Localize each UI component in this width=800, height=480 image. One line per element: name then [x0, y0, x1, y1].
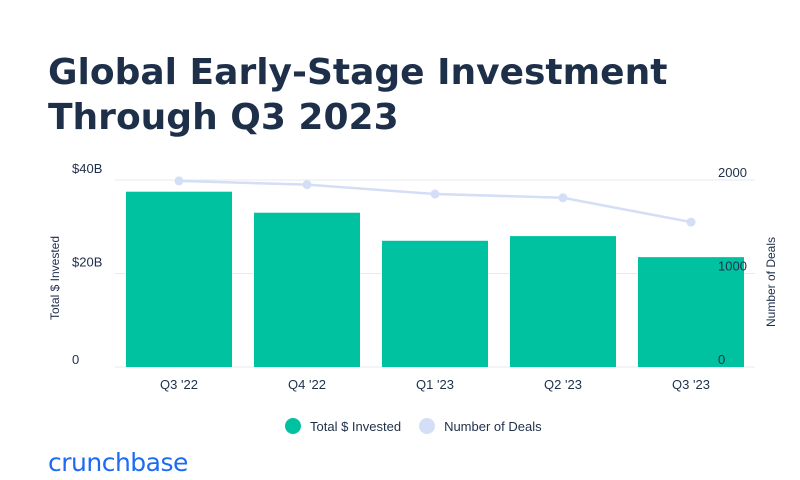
- left-axis-title: Total $ Invested: [48, 236, 62, 320]
- legend: Total $ Invested Number of Deals: [285, 418, 550, 434]
- x-tick-label: Q4 '22: [288, 377, 326, 392]
- right-tick-label: 2000: [718, 165, 747, 180]
- legend-item-total-invested[interactable]: Total $ Invested: [285, 418, 401, 434]
- left-tick-label: $20B: [72, 255, 102, 270]
- x-tick-label: Q3 '23: [672, 377, 710, 392]
- x-tick-label: Q3 '22: [160, 377, 198, 392]
- x-tick-label: Q1 '23: [416, 377, 454, 392]
- legend-label: Number of Deals: [444, 418, 542, 434]
- bar-series: [126, 191, 744, 367]
- chart-title: Global Early-Stage Investment Through Q3…: [48, 52, 668, 138]
- left-tick-label: 0: [72, 352, 79, 367]
- deals-point: [686, 217, 696, 227]
- bar: [126, 191, 232, 367]
- line-series: [174, 176, 696, 227]
- legend-swatch-bar: [285, 418, 301, 434]
- deals-point: [174, 176, 184, 186]
- axis-labels: Q3 '22 Q4 '22 Q1 '23 Q2 '23 Q3 '23 $40B $20B 0 2…: [48, 161, 778, 392]
- legend-label: Total $ Invested: [310, 418, 402, 434]
- bar: [638, 257, 744, 367]
- bar: [510, 236, 616, 367]
- right-axis-title: Number of Deals: [764, 237, 778, 327]
- right-tick-label: 0: [718, 352, 725, 367]
- deals-point: [430, 189, 440, 199]
- x-tick-label: Q2 '23: [544, 377, 582, 392]
- deals-point: [302, 180, 312, 190]
- right-tick-label: 1000: [718, 259, 747, 274]
- crunchbase-logo: crunchbase: [48, 448, 188, 477]
- left-tick-label: $40B: [72, 161, 102, 176]
- bar: [254, 212, 360, 367]
- deals-point: [558, 193, 568, 203]
- legend-swatch-line: [419, 418, 436, 434]
- bar: [382, 240, 488, 367]
- legend-item-number-of-deals[interactable]: Number of Deals: [419, 418, 542, 434]
